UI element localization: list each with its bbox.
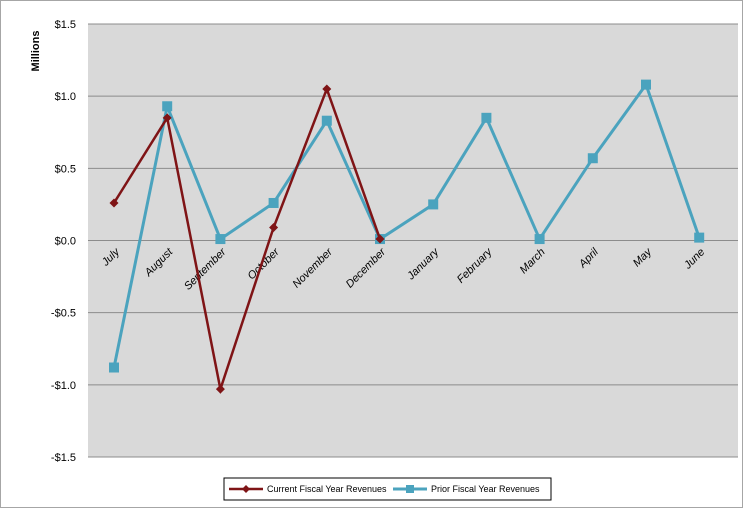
series-current (109, 84, 385, 395)
legend-item: Prior Fiscal Year Revenues (393, 484, 540, 494)
data-point (641, 79, 651, 90)
data-point (375, 234, 385, 244)
data-point (162, 101, 173, 112)
series-line (112, 85, 382, 395)
data-point (481, 112, 492, 123)
legend: Current Fiscal Year Revenues Prior Fiscal… (223, 477, 552, 501)
series-lines (109, 79, 705, 395)
data-point (215, 384, 225, 394)
y-tick-label: $1.5 (55, 19, 76, 31)
legend-item: Current Fiscal Year Revenues (229, 484, 387, 494)
data-point (694, 232, 705, 243)
legend-box (223, 477, 552, 501)
gridlines (88, 23, 738, 458)
y-tick-label: $0.5 (55, 163, 76, 175)
series-prior (109, 79, 705, 373)
data-point (268, 197, 279, 208)
data-point (534, 234, 545, 245)
legend-marker (406, 485, 414, 493)
data-point (428, 199, 439, 210)
legend-label: Prior Fiscal Year Revenues (431, 484, 540, 494)
data-point (109, 362, 119, 373)
y-tick-label: $1.0 (55, 91, 76, 103)
legend-marker (242, 485, 250, 493)
y-tick-label: -$1.0 (51, 380, 76, 392)
data-point (215, 234, 226, 245)
series-line (112, 81, 701, 368)
y-axis-label: Millions (30, 31, 42, 72)
data-point (269, 223, 279, 233)
y-axis-ticks: $1.5 $1.0 $0.5 $0.0 -$0.5 -$1.0 -$1.5 (51, 19, 76, 464)
y-tick-label: $0.0 (55, 236, 76, 248)
legend-label: Current Fiscal Year Revenues (267, 484, 387, 494)
y-tick-label: -$0.5 (51, 308, 76, 320)
y-tick-label: -$1.5 (51, 452, 76, 464)
data-point (162, 113, 172, 123)
data-point (321, 115, 332, 126)
data-point (587, 153, 598, 164)
data-point (322, 84, 332, 94)
data-point (109, 198, 119, 208)
